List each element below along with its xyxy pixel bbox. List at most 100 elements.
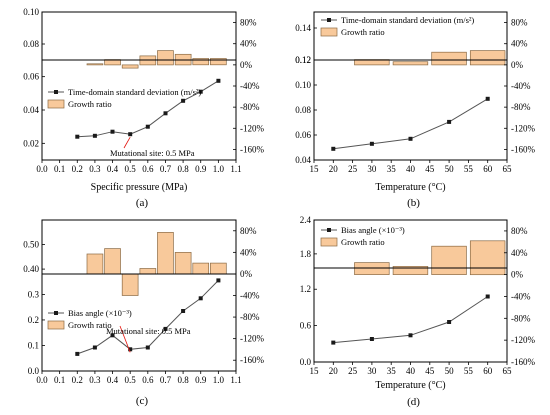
bar-a-2 <box>121 64 139 69</box>
x-tick-label-d-5: 40 <box>406 366 416 376</box>
right-tick-label-b-4: 0% <box>511 60 524 70</box>
right-tick-label-b-2: -80% <box>511 102 531 112</box>
legend-bar-swatch-b <box>320 27 338 37</box>
x-tick-label-a-1: 0.1 <box>54 164 65 174</box>
right-tick-label-a-2: -80% <box>240 102 260 112</box>
x-tick-label-b-5: 40 <box>406 164 416 174</box>
right-tick-label-b-6: 80% <box>511 18 528 28</box>
legend-bar-swatch-a <box>47 99 65 109</box>
x-tick-label-b-1: 20 <box>329 164 339 174</box>
right-tick-label-a-1: -120% <box>240 123 264 133</box>
point-c-1 <box>92 345 97 350</box>
x-tick-label-a-5: 0.5 <box>125 164 137 174</box>
right-tick-label-d-0: -160% <box>511 357 535 367</box>
x-axis-label-a: Specific pressure (MPa) <box>91 182 188 193</box>
legend-bar-swatch-c <box>47 320 65 330</box>
legend-bar-label-d: Growth ratio <box>341 237 385 247</box>
right-tick-label-d-6: 80% <box>511 226 528 236</box>
y-tick-label-d-0: 0.0 <box>300 357 312 367</box>
bar-d-2 <box>431 245 467 275</box>
bar-a-0 <box>86 63 104 66</box>
x-tick-label-b-6: 45 <box>425 164 435 174</box>
legend-bar-label-a: Growth ratio <box>68 99 112 109</box>
x-tick-label-a-8: 0.8 <box>177 164 189 174</box>
point-d-4 <box>485 294 490 299</box>
y-upper-tick-label-c-1: 0.50 <box>23 240 39 250</box>
x-tick-label-d-4: 35 <box>387 366 397 376</box>
y-tick-label-b-1: 0.06 <box>295 130 311 140</box>
bar-c-1 <box>104 248 121 275</box>
point-b-3 <box>447 119 452 124</box>
x-tick-label-c-5: 0.5 <box>125 375 137 385</box>
y-tick-label-b-4: 0.12 <box>295 55 311 65</box>
legend-b: Time-domain standard deviation (m/s²) Gro… <box>320 15 474 37</box>
legend-c: Bias angle (×10⁻³) Growth ratio <box>47 308 132 330</box>
bar-c-0 <box>86 253 104 275</box>
x-tick-label-c-6: 0.6 <box>142 375 154 385</box>
bar-d-3 <box>469 240 506 276</box>
point-c-4 <box>145 345 150 350</box>
right-tick-label-a-5: 40% <box>240 39 257 49</box>
y-upper-tick-label-d-0: 1.8 <box>300 249 312 259</box>
x-tick-label-d-10: 65 <box>503 366 513 376</box>
right-tick-label-d-3: -40% <box>511 291 531 301</box>
x-tick-label-d-6: 45 <box>425 366 435 376</box>
legend-line-label-d: Bias angle (×10⁻³) <box>341 225 405 235</box>
legend-line-label-b: Time-domain standard deviation (m/s²) <box>341 15 474 25</box>
x-tick-label-d-9: 60 <box>483 366 493 376</box>
x-tick-label-b-9: 60 <box>483 164 493 174</box>
right-tick-label-b-5: 40% <box>511 39 528 49</box>
y-upper-tick-label-a-0: 0.08 <box>23 39 39 49</box>
x-tick-label-b-0: 15 <box>310 164 320 174</box>
right-tick-label-a-3: -40% <box>240 81 260 91</box>
bar-a-7 <box>210 58 227 66</box>
annotation-arrow-c <box>119 325 131 353</box>
right-tick-label-b-0: -160% <box>511 144 535 154</box>
panel-label-a: (a) <box>136 197 149 209</box>
point-b-4 <box>485 96 490 101</box>
right-tick-label-c-4: 0% <box>240 269 253 279</box>
legend-d: Bias angle (×10⁻³) Growth ratio <box>320 225 405 247</box>
x-tick-label-d-8: 55 <box>464 366 474 376</box>
y-upper-tick-label-b-1: 0.14 <box>295 23 311 33</box>
right-tick-label-d-2: -80% <box>511 313 531 323</box>
annotation-c: Mutational site: 0.5 MPa <box>106 326 191 336</box>
y-tick-label-a-1: 0.04 <box>23 105 39 115</box>
point-a-7 <box>198 89 203 94</box>
point-a-4 <box>145 124 150 129</box>
right-tick-label-a-6: 80% <box>240 18 257 28</box>
x-tick-label-c-4: 0.4 <box>107 375 119 385</box>
point-b-1 <box>369 141 374 146</box>
y-upper-tick-label-b-0: 0.12 <box>295 55 311 65</box>
y-upper-tick-label-c-0: 0.40 <box>23 264 39 274</box>
right-tick-label-c-6: 80% <box>240 226 257 236</box>
point-c-7 <box>198 296 203 301</box>
bar-a-6 <box>192 58 210 66</box>
y-tick-label-d-1: 0.6 <box>300 321 312 331</box>
legend-a: Time-domain standard deviation (m/s²) Gro… <box>47 87 201 109</box>
x-tick-label-c-0: 0.0 <box>36 375 48 385</box>
point-d-2 <box>408 333 413 338</box>
point-a-3 <box>128 132 133 137</box>
y-tick-label-c-3: 0.3 <box>28 289 40 299</box>
point-c-0 <box>75 351 80 356</box>
point-b-0 <box>331 146 336 151</box>
bar-b-3 <box>469 50 506 66</box>
x-tick-label-b-8: 55 <box>464 164 474 174</box>
panel-a: 0.0 0.1 0.2 0.3 0.4 0.5 0.6 0.7 0.8 0.9 1.0 1.1 0.02… <box>23 7 264 209</box>
point-a-2 <box>110 129 115 134</box>
point-d-0 <box>331 340 336 345</box>
y-tick-label-b-2: 0.08 <box>295 105 311 115</box>
right-tick-label-c-3: -40% <box>240 291 260 301</box>
point-c-2 <box>110 333 115 338</box>
legend-bar-swatch-d <box>320 237 338 247</box>
x-tick-label-d-0: 15 <box>310 366 320 376</box>
bar-c-4 <box>157 232 174 275</box>
x-tick-label-a-9: 0.9 <box>195 164 207 174</box>
x-tick-label-a-3: 0.3 <box>89 164 101 174</box>
bar-a-4 <box>157 50 174 66</box>
x-tick-label-d-7: 50 <box>445 366 455 376</box>
right-tick-label-d-1: -120% <box>511 335 535 345</box>
point-a-1 <box>92 133 97 138</box>
point-d-3 <box>447 320 452 324</box>
